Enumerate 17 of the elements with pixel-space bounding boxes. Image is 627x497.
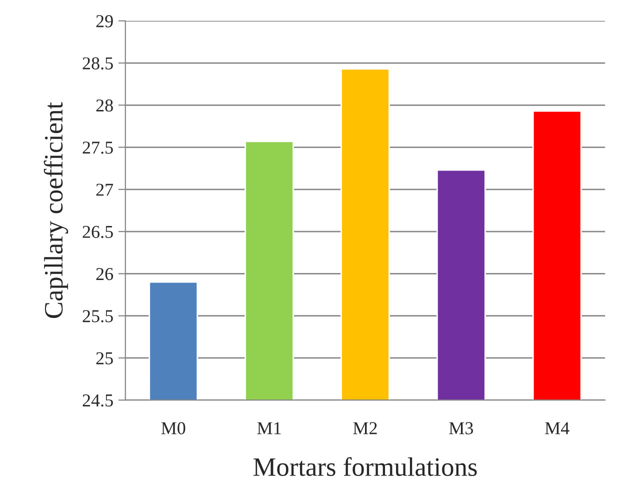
y-tick-label: 28 xyxy=(96,99,113,112)
y-tick-label: 28.5 xyxy=(82,57,113,70)
y-tick-label: 27.5 xyxy=(82,142,113,154)
y-tick-label: 27 xyxy=(96,184,114,196)
y-tick-label: 29 xyxy=(96,15,113,28)
y-tick-label: 26.5 xyxy=(82,226,113,238)
x-tick-label: M2 xyxy=(353,422,377,434)
x-tick-label: M3 xyxy=(449,422,473,434)
x-tick-label: M0 xyxy=(161,422,186,434)
x-axis-title: Mortars formulations xyxy=(253,457,477,476)
y-axis-title: Capillary coefficient xyxy=(44,102,68,318)
x-tick-label: M4 xyxy=(545,422,570,434)
y-tick-label: 26 xyxy=(96,268,114,280)
y-tick-label: 25.5 xyxy=(82,310,113,322)
x-tick-label: M1 xyxy=(257,422,281,434)
y-tick-label: 25 xyxy=(96,352,113,364)
y-tick-label: 24.5 xyxy=(82,394,113,407)
